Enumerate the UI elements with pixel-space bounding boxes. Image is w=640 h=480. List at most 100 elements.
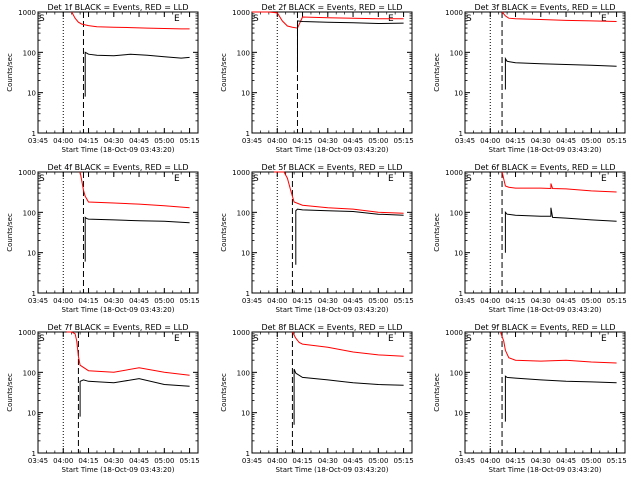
end-marker-label: E bbox=[174, 14, 180, 24]
y-tick-label: 10 bbox=[454, 90, 463, 98]
y-tick-label: 100 bbox=[237, 369, 250, 377]
x-tick-label: 04:45 bbox=[343, 457, 363, 465]
y-tick-label: 100 bbox=[237, 209, 250, 217]
x-tick-label: 04:15 bbox=[505, 137, 525, 145]
x-tick-label: 03:45 bbox=[455, 137, 475, 145]
series-line-red bbox=[291, 331, 404, 357]
x-axis-label: Start Time (18-Oct-09 03:43:20) bbox=[62, 306, 175, 314]
y-tick-label: 1000 bbox=[18, 329, 36, 337]
y-tick-label: 1 bbox=[32, 450, 36, 458]
x-tick-label: 04:15 bbox=[292, 297, 312, 305]
x-tick-label: 04:45 bbox=[129, 457, 149, 465]
start-marker-label: S bbox=[39, 334, 45, 344]
start-marker-label: S bbox=[253, 14, 259, 24]
y-axis-label: Counts/sec bbox=[220, 53, 228, 92]
plot-frame bbox=[37, 11, 199, 134]
x-tick-label: 04:30 bbox=[318, 137, 338, 145]
y-tick-label: 1 bbox=[32, 290, 36, 298]
end-marker-label: E bbox=[388, 174, 394, 184]
start-marker-label: S bbox=[253, 334, 259, 344]
y-tick-label: 1000 bbox=[232, 9, 250, 17]
x-axis-label: Start Time (18-Oct-09 03:43:20) bbox=[276, 466, 389, 474]
x-tick-label: 04:15 bbox=[505, 457, 525, 465]
y-axis-label: Counts/sec bbox=[220, 213, 228, 252]
y-tick-label: 100 bbox=[450, 209, 463, 217]
y-axis-label: Counts/sec bbox=[6, 213, 14, 252]
x-tick-label: 05:00 bbox=[154, 137, 174, 145]
y-tick-label: 100 bbox=[23, 209, 36, 217]
x-axis-label: Start Time (18-Oct-09 03:43:20) bbox=[489, 306, 602, 314]
x-tick-label: 04:15 bbox=[292, 457, 312, 465]
x-tick-label: 04:45 bbox=[129, 137, 149, 145]
x-tick-label: 05:15 bbox=[393, 457, 413, 465]
x-tick-label: 05:15 bbox=[179, 297, 199, 305]
y-tick-label: 10 bbox=[241, 250, 250, 258]
x-tick-label: 03:45 bbox=[242, 137, 262, 145]
x-tick-label: 04:45 bbox=[129, 297, 149, 305]
end-marker-label: E bbox=[174, 334, 180, 344]
x-tick-label: 05:15 bbox=[179, 457, 199, 465]
y-tick-label: 1 bbox=[246, 290, 250, 298]
y-tick-label: 100 bbox=[450, 49, 463, 57]
y-tick-label: 1 bbox=[459, 290, 463, 298]
x-tick-label: 04:00 bbox=[267, 457, 287, 465]
x-axis-label: Start Time (18-Oct-09 03:43:20) bbox=[62, 466, 175, 474]
x-tick-label: 03:45 bbox=[28, 457, 48, 465]
x-tick-label: 05:15 bbox=[606, 457, 626, 465]
start-marker-label: S bbox=[39, 14, 45, 24]
x-tick-label: 04:00 bbox=[53, 297, 73, 305]
x-tick-label: 05:15 bbox=[393, 137, 413, 145]
series-line-black bbox=[295, 208, 404, 265]
series-line-black bbox=[504, 375, 617, 422]
start-marker-label: S bbox=[253, 174, 259, 184]
y-tick-label: 10 bbox=[27, 90, 36, 98]
x-tick-label: 04:45 bbox=[343, 137, 363, 145]
series-line-red bbox=[501, 11, 617, 22]
x-tick-label: 05:15 bbox=[393, 297, 413, 305]
y-tick-label: 1000 bbox=[18, 169, 36, 177]
y-axis-label: Counts/sec bbox=[6, 373, 14, 412]
x-tick-label: 05:15 bbox=[606, 137, 626, 145]
plot-frame bbox=[251, 331, 413, 454]
x-tick-label: 04:30 bbox=[104, 457, 124, 465]
series-line-black bbox=[504, 207, 617, 253]
y-axis-label: Counts/sec bbox=[433, 53, 441, 92]
x-tick-label: 04:30 bbox=[104, 137, 124, 145]
x-tick-label: 04:45 bbox=[556, 137, 576, 145]
x-tick-label: 03:45 bbox=[28, 297, 48, 305]
x-tick-label: 03:45 bbox=[242, 297, 262, 305]
plot-title: Det 7f BLACK = Events, RED = LLD bbox=[47, 323, 188, 332]
y-tick-label: 10 bbox=[241, 410, 250, 418]
series-line-red bbox=[501, 171, 617, 193]
x-tick-label: 05:00 bbox=[368, 297, 388, 305]
start-marker-label: S bbox=[466, 174, 472, 184]
plot-frame bbox=[464, 331, 626, 454]
x-tick-label: 03:45 bbox=[455, 457, 475, 465]
y-tick-label: 1000 bbox=[445, 9, 463, 17]
x-tick-label: 04:00 bbox=[53, 457, 73, 465]
x-tick-label: 05:15 bbox=[606, 297, 626, 305]
end-marker-label: E bbox=[388, 334, 394, 344]
y-tick-label: 1000 bbox=[232, 329, 250, 337]
x-tick-label: 04:30 bbox=[318, 297, 338, 305]
x-tick-label: 04:00 bbox=[267, 297, 287, 305]
x-axis-label: Start Time (18-Oct-09 03:43:20) bbox=[276, 146, 389, 154]
end-marker-label: E bbox=[601, 14, 607, 24]
y-tick-label: 1000 bbox=[445, 329, 463, 337]
y-tick-label: 1 bbox=[459, 450, 463, 458]
x-tick-label: 05:15 bbox=[179, 137, 199, 145]
x-tick-label: 04:00 bbox=[53, 137, 73, 145]
series-line-black bbox=[84, 51, 190, 97]
series-line-red bbox=[499, 331, 617, 364]
x-tick-label: 04:15 bbox=[78, 297, 98, 305]
y-tick-label: 10 bbox=[27, 250, 36, 258]
x-tick-label: 04:15 bbox=[78, 137, 98, 145]
plot-frame bbox=[464, 11, 626, 134]
plot-title: Det 3f BLACK = Events, RED = LLD bbox=[474, 3, 615, 12]
y-tick-label: 1 bbox=[246, 130, 250, 138]
start-marker-label: S bbox=[39, 174, 45, 184]
